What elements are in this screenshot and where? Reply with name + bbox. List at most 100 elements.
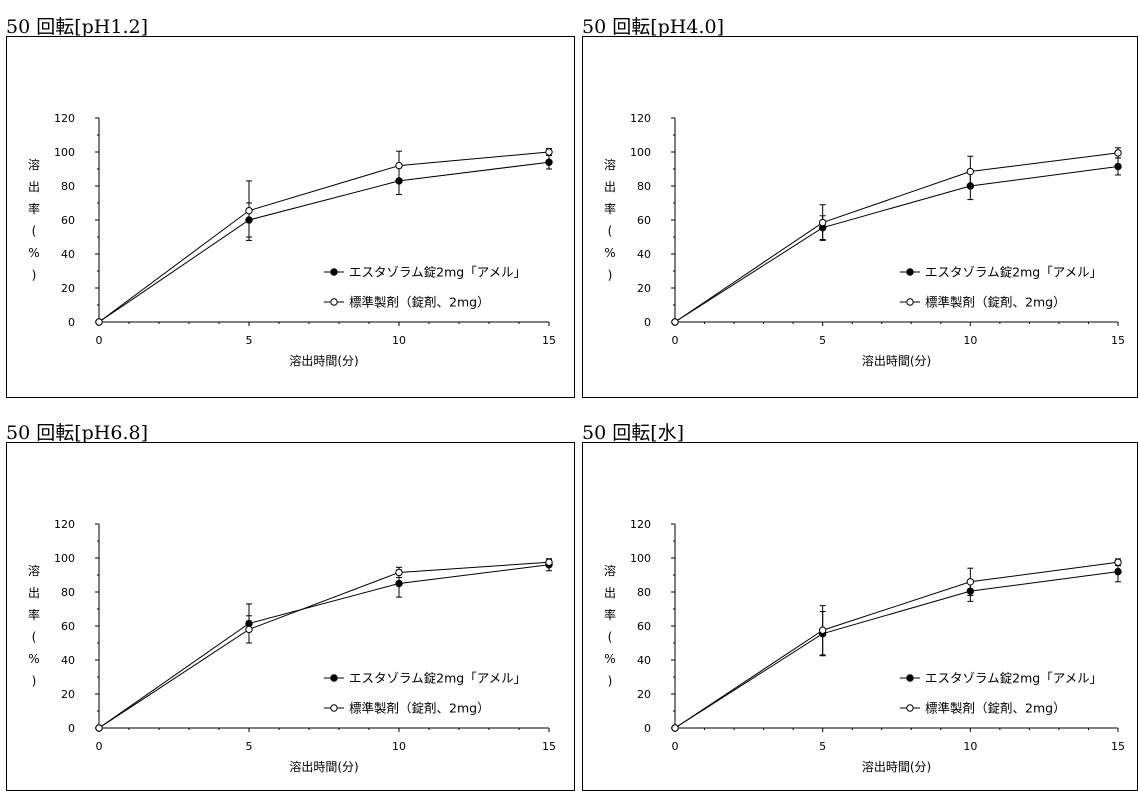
legend-label: エスタゾラム錠2mg「アメル」 (925, 265, 1102, 280)
data-point (395, 568, 403, 577)
x-tick-label: 10 (963, 334, 977, 347)
data-point (1114, 567, 1122, 576)
legend-marker (906, 704, 914, 712)
legend-label: 標準製剤（錠剤、2mg） (925, 295, 1066, 310)
series-line (674, 561, 1119, 729)
data-point (95, 724, 103, 732)
chart-plot: 0 20 40 60 80 100 120 0 5 10 15 溶出時間(分) 溶出率(%) エスタゾラム… (582, 36, 1138, 398)
y-tick-label: 100 (54, 552, 75, 565)
series-line (674, 571, 1119, 729)
series-line (98, 161, 550, 323)
y-tick-label: 0 (68, 722, 75, 735)
x-axis-title: 溶出時間(分) (289, 759, 358, 774)
y-tick-label: 40 (637, 248, 651, 261)
x-tick-label: 5 (246, 740, 253, 753)
series-2 (95, 148, 553, 326)
data-point (245, 625, 253, 634)
series-2 (671, 147, 1122, 326)
series-line (98, 561, 550, 729)
data-point (1114, 558, 1122, 566)
x-tick-label: 5 (819, 334, 826, 347)
y-tick-label: 20 (637, 282, 651, 295)
data-point (545, 558, 553, 566)
legend-marker (906, 674, 914, 682)
y-tick-label: 80 (61, 180, 75, 193)
x-tick-label: 15 (542, 334, 556, 347)
x-axis-title: 溶出時間(分) (862, 353, 931, 368)
y-tick-label: 20 (61, 688, 75, 701)
x-tick-label: 0 (672, 334, 679, 347)
x-tick-label: 10 (392, 334, 406, 347)
legend-label: 標準製剤（錠剤、2mg） (925, 701, 1066, 716)
y-tick-label: 0 (68, 316, 75, 329)
y-tick-label: 0 (644, 722, 651, 735)
legend-label: エスタゾラム錠2mg「アメル」 (925, 671, 1102, 686)
y-tick-label: 60 (61, 214, 75, 227)
y-tick-label: 40 (61, 248, 75, 261)
y-axis-title: 溶出率(%) (28, 563, 40, 688)
chart-plot: 0 20 40 60 80 100 120 0 5 10 15 溶出時間(分) 溶出率(%) エスタゾラム… (6, 442, 575, 791)
data-point (245, 206, 253, 215)
x-tick-label: 0 (672, 740, 679, 753)
data-point (95, 318, 103, 326)
series-line (674, 152, 1119, 323)
y-axis-title: 溶出率(%) (604, 157, 616, 282)
data-point (1114, 149, 1122, 157)
chart-title: 50 回転[pH6.8] (6, 422, 148, 444)
legend-marker (906, 298, 914, 306)
y-tick-label: 100 (54, 146, 75, 159)
x-tick-label: 10 (963, 740, 977, 753)
y-tick-label: 120 (630, 518, 651, 531)
data-point (671, 318, 679, 326)
y-tick-label: 40 (637, 654, 651, 667)
x-tick-label: 5 (246, 334, 253, 347)
data-point (966, 578, 975, 586)
y-axis-title: 溶出率(%) (604, 563, 616, 688)
y-tick-label: 60 (61, 620, 75, 633)
y-tick-label: 80 (637, 586, 651, 599)
series-line (98, 564, 550, 729)
legend-label: 標準製剤（錠剤、2mg） (349, 701, 490, 716)
data-point (395, 579, 403, 588)
data-point (395, 161, 403, 170)
y-tick-label: 100 (630, 552, 651, 565)
y-tick-label: 20 (61, 282, 75, 295)
x-axis-title: 溶出時間(分) (862, 759, 931, 774)
chart-title: 50 回転[水] (582, 422, 685, 444)
chart-frame (6, 442, 575, 791)
legend-marker (330, 268, 338, 276)
legend-marker (330, 704, 338, 712)
y-tick-label: 80 (637, 180, 651, 193)
data-point (671, 724, 679, 732)
chart-frame (6, 36, 575, 398)
chart-title: 50 回転[pH1.2] (6, 16, 148, 38)
data-point (818, 218, 827, 227)
y-tick-label: 40 (61, 654, 75, 667)
x-tick-label: 15 (542, 740, 556, 753)
legend-label: 標準製剤（錠剤、2mg） (349, 295, 490, 310)
x-tick-label: 5 (819, 740, 826, 753)
y-tick-label: 120 (54, 518, 75, 531)
y-tick-label: 0 (644, 316, 651, 329)
y-tick-label: 20 (637, 688, 651, 701)
legend-label: エスタゾラム錠2mg「アメル」 (349, 265, 526, 280)
series-2 (95, 558, 553, 732)
series-2 (671, 558, 1122, 732)
y-tick-label: 60 (637, 214, 651, 227)
data-point (545, 158, 553, 166)
y-tick-label: 120 (630, 112, 651, 125)
x-tick-label: 0 (96, 740, 103, 753)
series-line (674, 165, 1119, 323)
data-point (818, 626, 827, 634)
y-tick-label: 80 (61, 586, 75, 599)
chart-plot: 0 20 40 60 80 100 120 0 5 10 15 溶出時間(分) 溶出率(%) エスタゾラム… (582, 442, 1138, 791)
data-point (966, 167, 975, 176)
legend-marker (330, 298, 338, 306)
y-tick-label: 100 (630, 146, 651, 159)
x-tick-label: 0 (96, 334, 103, 347)
chart-frame (582, 442, 1138, 791)
x-tick-label: 15 (1111, 334, 1125, 347)
legend-marker (906, 268, 914, 276)
y-axis-title: 溶出率(%) (28, 157, 40, 282)
series-line (98, 151, 550, 323)
